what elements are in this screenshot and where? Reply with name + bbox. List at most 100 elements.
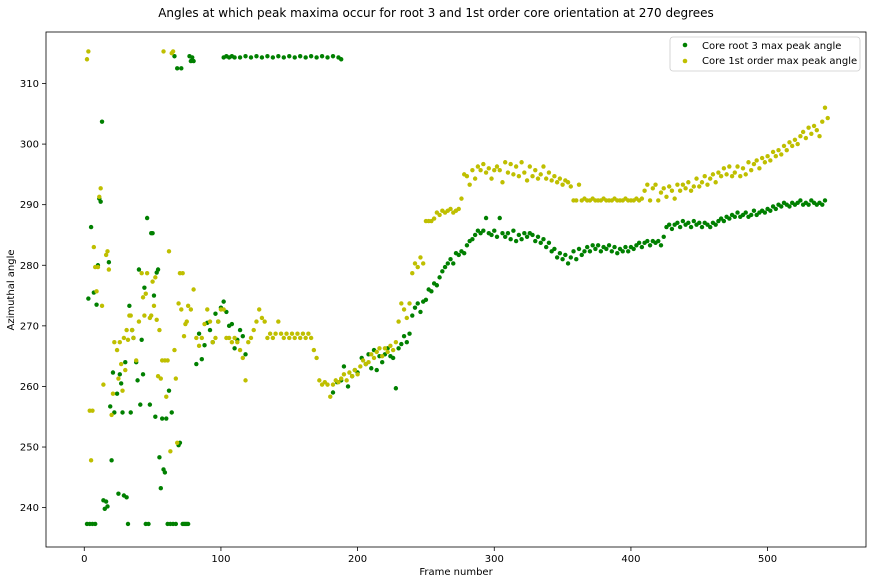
data-point: [541, 237, 546, 242]
data-point: [330, 382, 336, 387]
x-tick-label: 100: [211, 554, 230, 565]
data-point: [118, 381, 124, 386]
data-point: [298, 54, 303, 59]
y-axis-title: Azimuthal angle: [6, 249, 17, 330]
data-point: [154, 317, 159, 322]
y-tick-label: 240: [20, 503, 39, 514]
data-point: [151, 303, 157, 309]
data-point: [404, 315, 409, 321]
data-point: [492, 228, 497, 233]
data-point: [330, 390, 336, 395]
data-point: [98, 199, 103, 204]
data-point: [97, 194, 102, 199]
data-point: [284, 331, 289, 336]
data-point: [352, 367, 358, 373]
data-point: [140, 372, 146, 377]
data-point: [604, 246, 609, 252]
data-point: [552, 174, 557, 179]
data-point: [544, 244, 549, 250]
data-point: [527, 164, 532, 169]
data-point: [677, 188, 683, 193]
data-point: [396, 319, 401, 324]
data-point: [751, 161, 757, 167]
data-point: [656, 198, 661, 203]
data-point: [139, 270, 144, 276]
data-point: [820, 119, 825, 124]
data-point: [470, 237, 475, 242]
data-point: [656, 238, 661, 244]
data-point: [721, 166, 727, 171]
data-point: [396, 346, 401, 351]
data-point: [281, 55, 286, 60]
data-point: [136, 319, 142, 324]
data-point: [574, 198, 579, 203]
data-point: [127, 303, 132, 309]
data-point: [779, 152, 784, 157]
data-point: [497, 167, 502, 173]
data-point: [751, 208, 757, 213]
data-point: [88, 224, 94, 230]
data-point: [538, 240, 543, 246]
data-point: [303, 335, 308, 341]
legend-label-root3: Core root 3 max peak angle: [702, 41, 841, 52]
data-point: [276, 319, 281, 324]
chart-title: Angles at which peak maxima occur for ro…: [158, 6, 714, 20]
data-point: [563, 252, 568, 258]
data-point: [339, 376, 344, 381]
data-point: [494, 234, 500, 239]
data-point: [292, 55, 297, 60]
data-point: [481, 228, 486, 233]
data-point: [385, 349, 390, 355]
data-point: [166, 249, 172, 254]
data-point: [738, 174, 743, 179]
data-point: [407, 301, 412, 306]
data-point: [243, 378, 248, 383]
data-point: [576, 246, 582, 252]
data-point: [213, 335, 218, 341]
x-tick-label: 300: [485, 554, 504, 565]
data-point: [358, 364, 363, 369]
data-point: [500, 180, 505, 185]
data-point: [781, 143, 787, 149]
y-tick-label: 280: [20, 261, 39, 272]
data-point: [557, 176, 563, 181]
data-point: [150, 279, 155, 284]
data-point: [173, 521, 179, 527]
data-point: [116, 376, 121, 381]
data-point: [565, 180, 571, 185]
data-point: [125, 521, 131, 527]
data-point: [787, 140, 792, 145]
data-point: [93, 521, 98, 527]
data-point: [582, 249, 587, 254]
data-point: [229, 340, 235, 345]
x-axis-title: Frame number: [419, 567, 493, 578]
data-point: [330, 54, 336, 59]
y-tick-label: 250: [20, 443, 39, 454]
data-point: [144, 270, 150, 276]
data-point: [716, 170, 721, 175]
data-point: [267, 331, 273, 336]
data-point: [825, 115, 830, 121]
data-point: [669, 188, 675, 193]
data-point: [729, 174, 735, 179]
data-point: [207, 319, 213, 324]
data-point: [749, 212, 754, 218]
data-point: [672, 196, 677, 201]
data-point: [248, 55, 254, 60]
data-point: [552, 246, 557, 252]
data-point: [686, 220, 691, 226]
data-point: [412, 261, 418, 266]
data-point: [647, 198, 653, 203]
y-axis-ticks: 240 250 260 270 280 290 300 310: [20, 79, 46, 514]
data-point: [776, 147, 781, 153]
data-point: [505, 170, 511, 175]
data-point: [710, 172, 716, 177]
data-point: [429, 289, 434, 294]
data-point: [437, 275, 442, 280]
data-point: [735, 164, 740, 169]
data-point: [623, 244, 628, 250]
data-point: [546, 170, 552, 175]
data-point: [298, 335, 303, 341]
data-point: [99, 303, 105, 309]
data-point: [418, 309, 423, 315]
